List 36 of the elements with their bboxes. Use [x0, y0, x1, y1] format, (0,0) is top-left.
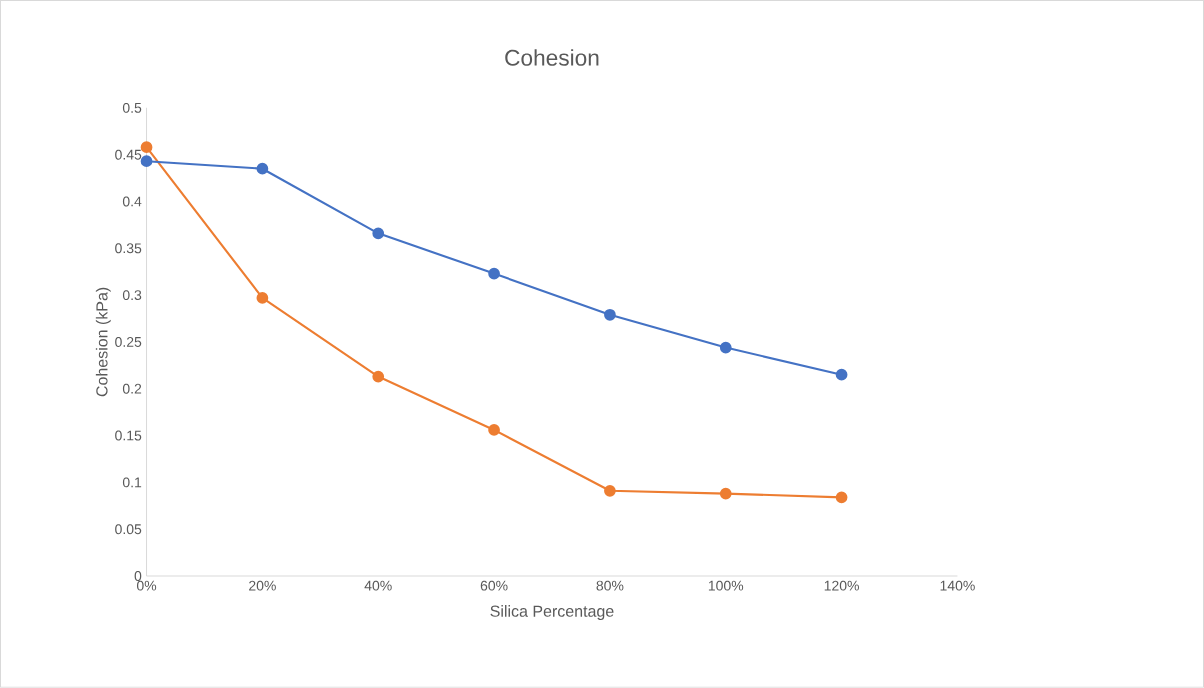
point [835, 491, 848, 504]
point [256, 162, 269, 175]
y-tick-label: 0.5 [122, 102, 142, 113]
y-tick-label: 0 [134, 571, 142, 582]
x-tick-label: 140% [940, 580, 975, 591]
y-tick-label: 0.35 [115, 243, 142, 254]
y-tick-label: 0.25 [115, 337, 142, 347]
y-tick-label: 0.4 [122, 196, 142, 207]
y-tick-label: 0.45 [115, 149, 142, 160]
point [140, 155, 153, 168]
point [140, 141, 153, 154]
x-tick-label: 100% [708, 580, 744, 591]
x-tick-label: 0% [136, 580, 157, 591]
y-axis-title: Cohesion (kPa) [95, 287, 111, 397]
x-tick-label: 120% [824, 580, 859, 591]
point [604, 484, 616, 497]
y-tick-label: 0.05 [115, 524, 142, 535]
y-tick-label: 0.2 [122, 383, 142, 394]
point [372, 370, 385, 383]
point [256, 292, 269, 304]
x-tick-label: 40% [364, 580, 392, 591]
point [488, 267, 500, 280]
point [604, 308, 616, 321]
point [719, 341, 732, 354]
x-axis-title: Silica Percentage [490, 605, 614, 621]
x-tick-label: 60% [480, 580, 508, 591]
y-tick-label: 0.3 [122, 290, 142, 301]
y-tick-label: 0.15 [115, 430, 142, 441]
chart-title: Cohesion [505, 49, 599, 66]
x-tick-label: 20% [249, 580, 276, 591]
point [372, 227, 385, 240]
point [719, 487, 732, 500]
point [488, 424, 500, 436]
x-tick-label: 80% [596, 580, 624, 591]
y-tick-label: 0.1 [122, 477, 142, 488]
point [835, 368, 848, 381]
